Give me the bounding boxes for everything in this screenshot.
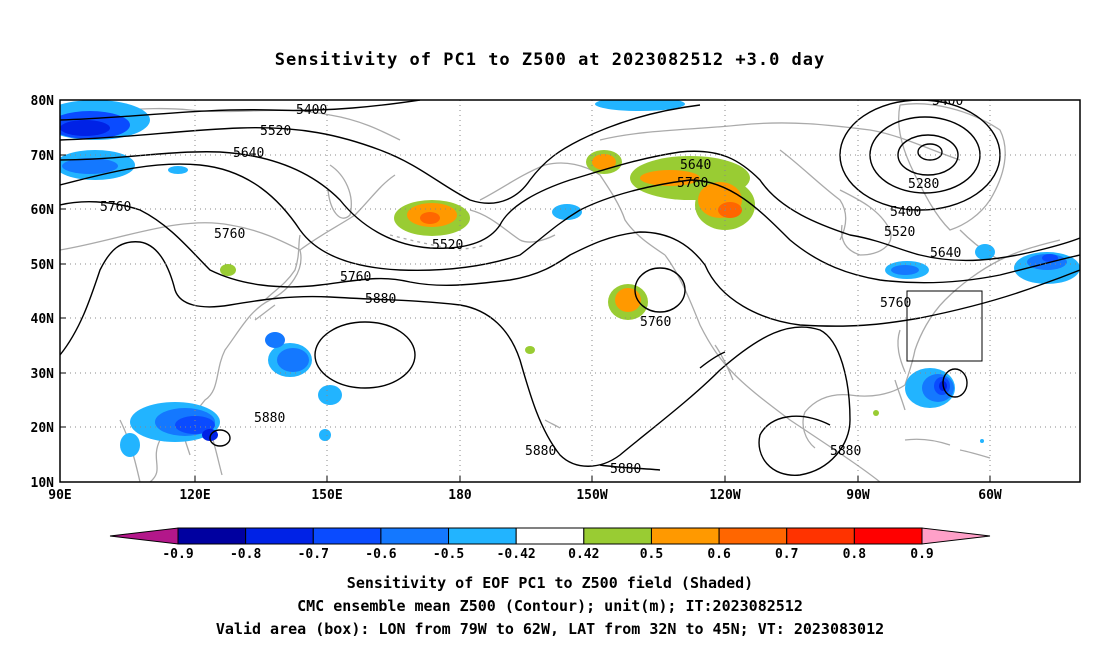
colorbar-cell: [853, 527, 923, 545]
shade-neg-siberia-2: [62, 158, 118, 174]
lat-tick-label: 70N: [31, 149, 55, 164]
shade-pos-pacific-2: [615, 288, 641, 312]
contour-label: 5640: [680, 158, 711, 173]
colorbar-label: -0.6: [365, 547, 396, 562]
contour-label: 5400: [890, 205, 921, 220]
contour-label: 5880: [525, 444, 556, 459]
colorbar-label: 0.5: [640, 547, 663, 562]
colorbar-label: -0.8: [230, 547, 261, 562]
colorbar-label: -0.9: [162, 547, 193, 562]
lon-tick-label: 120E: [179, 488, 210, 503]
contour-label: 5760: [640, 315, 671, 330]
shade-neg-natl-3: [1042, 254, 1058, 262]
lon-tick-label: 120W: [709, 488, 740, 503]
colorbar-label: -0.5: [433, 547, 464, 562]
shade-pos-nwcan-4: [718, 202, 742, 218]
shade-neg-labrador-2: [891, 265, 919, 275]
z500-contours: [60, 100, 1080, 476]
map-title: Sensitivity of PC1 to Z500 at 2023082512…: [274, 50, 826, 70]
lat-tick-label: 20N: [31, 421, 55, 436]
lon-tick-label: 150E: [311, 488, 342, 503]
lat-tick-label: 50N: [31, 258, 55, 273]
colorbar-label: 0.7: [775, 547, 798, 562]
shade-pos-manchuria: [220, 264, 236, 276]
shade-neg-japan-2: [277, 348, 309, 372]
contour-label: 5520: [884, 225, 915, 240]
colorbar-cell: [650, 527, 720, 545]
valid-area-box: [906, 290, 983, 362]
colorbar-label: 0.6: [707, 547, 731, 562]
colorbar-cell: [786, 527, 855, 545]
colorbar-cell: [380, 527, 450, 545]
contour-label: 5400: [296, 103, 327, 118]
colorbar-cell: [245, 527, 314, 545]
axis-ticks: [60, 154, 991, 482]
colorbar-high-arrow: [921, 527, 991, 545]
shade-pos-pacific-3: [525, 346, 535, 354]
contour-label: 5760: [880, 296, 911, 311]
lat-lon-grid: [60, 100, 1080, 482]
lon-tick-label: 150W: [576, 488, 607, 503]
shade-neg-wpac-1: [318, 385, 342, 405]
colorbar-cell: [718, 527, 788, 545]
colorbar-cell: [448, 527, 517, 545]
colorbar-low-arrow: [109, 527, 179, 545]
caption-valid-area: Valid area (box): LON from 79W to 62W, L…: [215, 620, 885, 638]
colorbar: -0.9 -0.8 -0.7 -0.6 -0.5 -0.42 0.42 0.5 0.6 0.7 0.…: [109, 527, 991, 562]
contour-label: 5520: [260, 124, 291, 139]
colorbar-label: 0.8: [843, 547, 867, 562]
colorbar-cell: [177, 527, 247, 545]
lon-tick-labels: 90E 120E 150E 180 150W 120W 90W 60W: [48, 488, 1002, 503]
contour-label: 5760: [214, 227, 245, 242]
shade-neg-japan-3: [265, 332, 285, 348]
contour-label: 5880: [610, 462, 641, 477]
lon-tick-label: 90W: [846, 488, 870, 503]
lat-tick-label: 30N: [31, 367, 55, 382]
lat-tick-label: 60N: [31, 203, 55, 218]
contour-label: 5640: [233, 146, 264, 161]
caption-contour: CMC ensemble mean Z500 (Contour); unit(m…: [297, 597, 803, 615]
shade-pos-caribbean: [873, 410, 879, 416]
colorbar-cell: [515, 527, 585, 545]
lat-tick-label: 80N: [31, 94, 55, 109]
lat-tick-labels: 80N 70N 60N 50N 40N 30N 20N 10N: [31, 94, 55, 491]
contour-label: 5760: [100, 200, 131, 215]
colorbar-label: 0.9: [910, 547, 933, 562]
lon-tick-label: 180: [448, 488, 472, 503]
shade-pos-kamchatka-3: [420, 212, 440, 224]
colorbar-label: -0.7: [298, 547, 329, 562]
lat-tick-label: 40N: [31, 312, 55, 327]
colorbar-label: 0.42: [568, 547, 599, 562]
contour-label: 5280: [908, 177, 939, 192]
shade-neg-scs-4: [120, 433, 140, 457]
sensitivity-shading: [60, 100, 1080, 457]
shade-neg-siberia-3: [168, 166, 188, 174]
caption-shading: Sensitivity of EOF PC1 to Z500 field (Sh…: [346, 574, 754, 592]
shade-neg-arctic-3: [60, 120, 110, 136]
map-frame: [59, 99, 1081, 483]
colorbar-cell: [583, 527, 652, 545]
contour-labels: 5400 5520 5640 5760 5760 5760 5880 5880 …: [100, 94, 963, 477]
shade-neg-small: [980, 439, 984, 443]
lon-tick-label: 90E: [48, 488, 71, 503]
contour-label: 5760: [677, 176, 708, 191]
colorbar-label: -0.42: [497, 547, 536, 562]
contour-label: 5640: [930, 246, 961, 261]
contour-label: 5880: [830, 444, 861, 459]
contour-label: 5880: [365, 292, 396, 307]
lon-tick-label: 60W: [978, 488, 1002, 503]
shade-pos-bering-2: [592, 154, 616, 170]
lat-tick-label: 10N: [31, 476, 55, 491]
contour-label: 5520: [432, 238, 463, 253]
colorbar-cell: [312, 527, 382, 545]
shade-pos-nwcan-5: [640, 170, 700, 186]
shade-neg-alaska: [552, 204, 582, 220]
shade-neg-wpac-2: [319, 429, 331, 441]
contour-label: 5880: [254, 411, 285, 426]
contour-label: 5400: [932, 94, 963, 109]
shade-neg-arctic-ak: [595, 100, 685, 111]
shade-neg-greenland: [975, 244, 995, 260]
contour-label: 5760: [340, 270, 371, 285]
